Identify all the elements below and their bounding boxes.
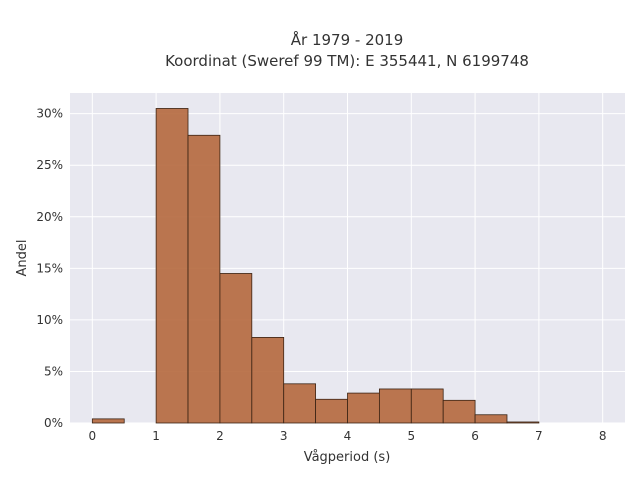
histogram-bar [187, 134, 221, 424]
y-tick-label: 0% [44, 416, 63, 430]
x-tick-label: 5 [407, 429, 415, 443]
histogram-bar [283, 383, 317, 424]
x-tick-label: 1 [152, 429, 160, 443]
y-axis-label: Andel [15, 240, 30, 277]
x-tick-label: 6 [471, 429, 479, 443]
x-tick-label: 0 [89, 429, 97, 443]
y-tick-label: 30% [36, 107, 63, 121]
y-axis-ticks: 0% 5% 10% 15% 20% 25% 30% [36, 107, 63, 430]
y-tick-label: 20% [36, 210, 63, 224]
chart-title-line2: Koordinat (Sweref 99 TM): E 355441, N 61… [165, 52, 529, 70]
histogram-bar [251, 337, 285, 424]
x-tick-label: 7 [535, 429, 543, 443]
histogram-bar [91, 418, 125, 424]
y-tick-label: 10% [36, 313, 63, 327]
x-tick-label: 3 [280, 429, 288, 443]
x-axis-ticks: 0 1 2 3 4 5 6 7 8 [89, 429, 607, 443]
histogram-bar [474, 414, 508, 424]
histogram-bar [506, 421, 540, 424]
histogram-bar [315, 398, 348, 424]
histogram-bar [378, 388, 412, 424]
histogram-bar [442, 399, 476, 424]
histogram-bar [347, 392, 380, 424]
chart-title-line1: År 1979 - 2019 [291, 30, 404, 49]
x-axis-label: Vågperiod (s) [304, 450, 391, 465]
y-tick-label: 5% [44, 364, 63, 378]
histogram-bar [155, 108, 189, 424]
histogram-bars [91, 108, 540, 424]
x-tick-label: 2 [216, 429, 224, 443]
x-tick-label: 4 [344, 429, 352, 443]
histogram-bar [410, 388, 444, 424]
y-tick-label: 25% [36, 158, 63, 172]
histogram-bar [219, 273, 253, 424]
x-tick-label: 8 [599, 429, 607, 443]
y-tick-label: 15% [36, 261, 63, 275]
